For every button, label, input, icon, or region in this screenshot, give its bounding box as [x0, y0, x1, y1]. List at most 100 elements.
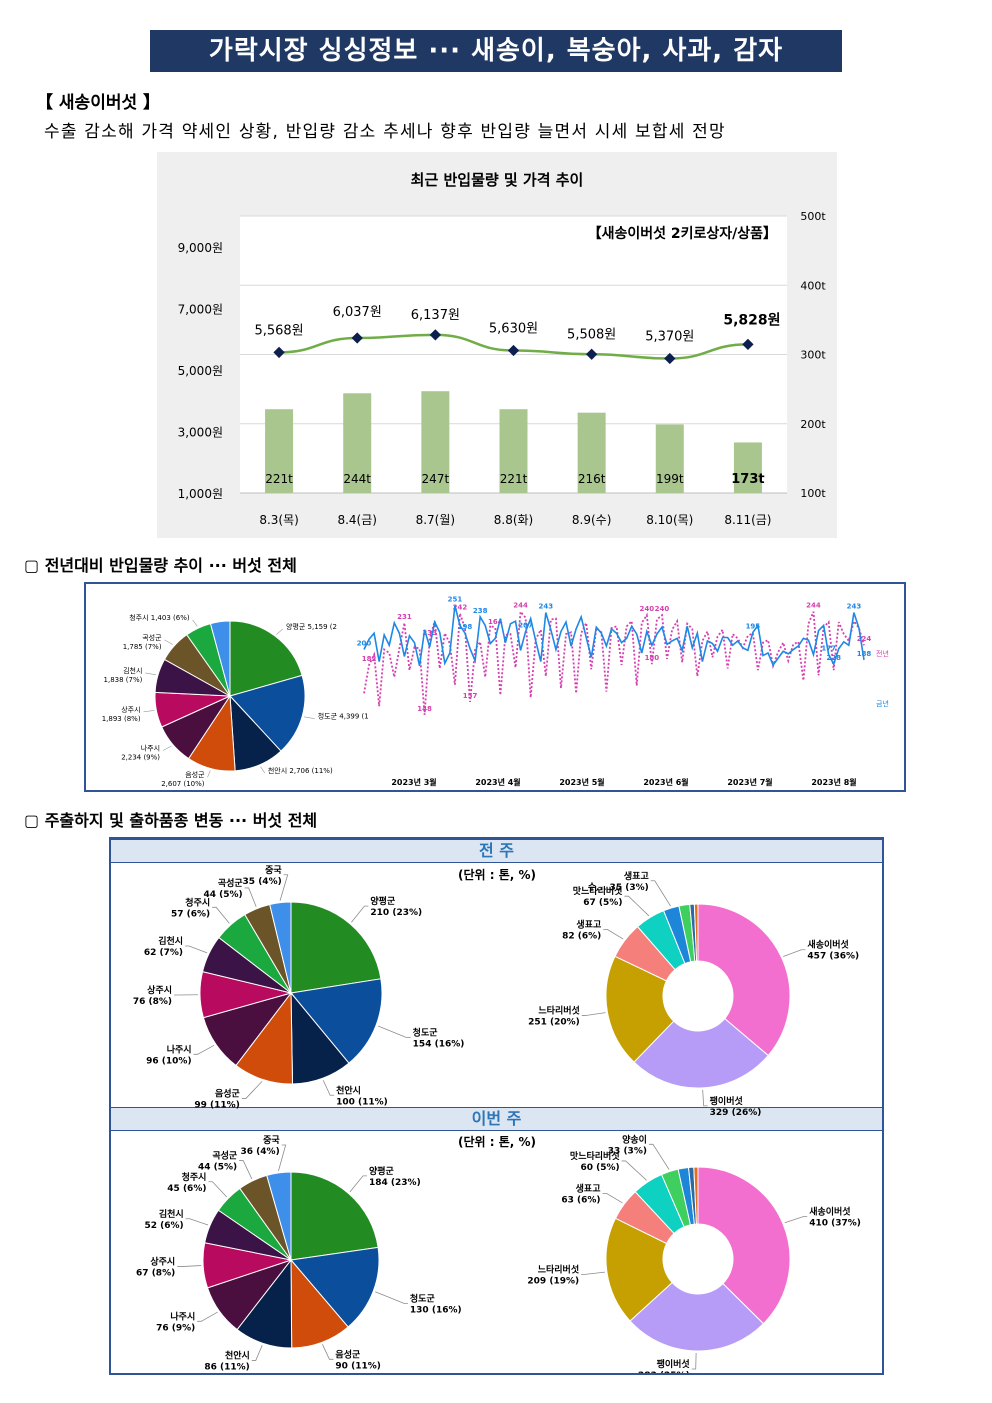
- curr-origin-label: 양평군 184 (23%): [369, 1165, 421, 1188]
- curr-origin-label: 천안시 86 (11%): [204, 1350, 249, 1372]
- curr-origin-slice: [266, 1171, 292, 1261]
- volume-bar: [499, 409, 528, 493]
- category-label: 8.3(목): [259, 513, 299, 527]
- prev-variety-slice: [636, 910, 686, 971]
- trend-line-curr: [363, 605, 865, 667]
- left-tick-label: 5,000원: [178, 364, 223, 378]
- volume-trend-heading: ▢ 전년대비 반입물량 추이 ··· 버섯 전체: [24, 556, 297, 575]
- curr-origin-label: 중국 36 (4%): [241, 1135, 281, 1157]
- curr-origin-slice: [239, 1174, 292, 1261]
- price-label: 5,568원: [254, 323, 303, 338]
- prev-variety-label: 느타리버섯 251 (20%): [528, 1004, 580, 1027]
- curr-origin-slice: [290, 1258, 349, 1349]
- trend-point-label: 180: [645, 654, 660, 662]
- legend-prev-year: 전년: [876, 649, 889, 658]
- origin-share-slice: [229, 620, 303, 697]
- prev-variety-label: 생표고 82 (6%): [562, 918, 601, 941]
- prev-origin-leader: [351, 905, 369, 923]
- right-tick-label: 400t: [800, 279, 826, 292]
- volume-bar: [343, 393, 372, 493]
- prev-variety-slice: [689, 903, 698, 962]
- curr-variety-leader: [648, 1143, 670, 1170]
- prev-origin-label: 중국 35 (4%): [243, 865, 283, 887]
- prev-origin-slice: [290, 978, 383, 1064]
- left-tick-label: 9,000원: [178, 241, 223, 255]
- volume-trend-frame: 양평군 5,159 (2 청도군 4,399 (1 천안시 2,706 (11%) 음…: [84, 582, 906, 792]
- curr-variety-slice: [677, 1166, 695, 1226]
- left-tick-label: 3,000원: [178, 425, 223, 439]
- volume-bar: [421, 391, 450, 493]
- curr-variety-label: 팽이버섯283 (25%): [638, 1358, 690, 1373]
- curr-variety-slice: [660, 1168, 692, 1228]
- price-label: 5,630원: [489, 321, 538, 336]
- left-tick-label: 1,000원: [178, 487, 223, 501]
- trend-x-tick: 2023년 8월: [811, 777, 856, 787]
- origin-share-label: 양평군 5,159 (2: [286, 622, 337, 631]
- trend-point-label: 231: [397, 613, 412, 621]
- origin-share-label: 상주시 1,893 (8%): [102, 705, 141, 723]
- prev-variety-slice: [633, 1017, 769, 1089]
- trend-point-label: 244: [806, 602, 821, 610]
- curr-origin-label: 상주시 67 (8%): [136, 1256, 175, 1279]
- curr-origin-label: 청주시 45 (6%): [167, 1171, 206, 1194]
- trend-line-prev: [363, 609, 865, 715]
- curr-origin-leader: [278, 1144, 287, 1171]
- prev-week-band: 전 주: [111, 839, 882, 863]
- trend-x-tick: 2023년 6월: [643, 777, 688, 787]
- trend-point-label: 251: [448, 596, 463, 604]
- prev-variety-label: 생표고 수... 35 (3%): [588, 870, 649, 893]
- prev-variety-leader: [702, 1089, 708, 1107]
- unit-label-prev: (단위 : 톤, %): [458, 867, 536, 882]
- curr-variety-slice: [693, 1166, 699, 1225]
- prev-origin-slice: [290, 901, 382, 994]
- volume-bar: [577, 412, 606, 493]
- curr-origin-slice: [236, 1258, 293, 1349]
- chart-title: 최근 반입물량 및 가격 추이: [411, 171, 584, 189]
- prev-origin-slice: [290, 991, 350, 1085]
- curr-origin-slice: [217, 1187, 292, 1261]
- volume-label: 173t: [731, 472, 764, 487]
- curr-origin-leader: [375, 1291, 408, 1304]
- prev-origin-leader: [185, 945, 208, 954]
- category-label: 8.7(월): [416, 513, 456, 527]
- curr-origin-leader: [208, 1181, 228, 1198]
- origin-share-leader: [145, 672, 157, 676]
- curr-variety-label: 맛느타리버섯 60 (5%): [570, 1150, 620, 1173]
- trend-point-label: 198: [458, 623, 473, 631]
- curr-variety-slice: [687, 1166, 697, 1225]
- category-label: 8.8(화): [494, 513, 534, 527]
- origin-share-slice: [229, 674, 306, 752]
- origin-share-label: 음성군 2,607 (10%): [161, 770, 205, 788]
- price-label: 6,037원: [333, 305, 382, 320]
- prev-variety-label: 맛느타리버섯 67 (5%): [573, 885, 623, 908]
- page-title: 가락시장 싱싱정보 ··· 새송이, 복숭아, 사과, 감자: [150, 30, 842, 72]
- prev-variety-leader: [581, 1012, 606, 1016]
- trend-point-label: 188: [857, 650, 872, 658]
- price-marker: [273, 346, 285, 359]
- curr-origin-leader: [177, 1265, 202, 1267]
- volume-trend-svg: 양평군 5,159 (2 청도군 4,399 (1 천안시 2,706 (11%) 음…: [102, 596, 889, 788]
- prev-variety-label: 새송이버섯 457 (36%): [807, 939, 859, 962]
- prev-origin-slice: [202, 992, 293, 1067]
- trend-point-label: 177: [821, 645, 836, 653]
- volume-label: 199t: [656, 472, 684, 486]
- origin-share-leader: [260, 766, 266, 774]
- trend-point-label: 207: [518, 621, 533, 629]
- prev-origin-leader: [279, 874, 289, 901]
- price-marker: [585, 348, 598, 360]
- curr-origin-label: 곡성군 44 (5%): [198, 1150, 238, 1173]
- price-volume-chart: 최근 반입물량 및 가격 추이 【새송이버섯 2키로상자/상품】 100t 200t 3…: [157, 152, 837, 538]
- prev-variety-slice: [693, 903, 699, 962]
- price-marker: [429, 329, 442, 341]
- prev-origin-label: 김천시 62 (7%): [144, 935, 183, 958]
- curr-variety-leader: [784, 1216, 808, 1224]
- prev-variety-slice: [678, 903, 696, 963]
- curr-origin-leader: [322, 1344, 334, 1360]
- curr-origin-leader: [349, 1175, 368, 1193]
- prev-origin-label: 청도군 154 (16%): [413, 1027, 465, 1050]
- curr-origin-leader: [239, 1160, 253, 1180]
- origin-share-leader: [164, 639, 173, 645]
- trend-point-label: 164: [488, 618, 503, 626]
- volume-label: 221t: [500, 472, 528, 486]
- curr-variety-slice: [629, 1281, 765, 1352]
